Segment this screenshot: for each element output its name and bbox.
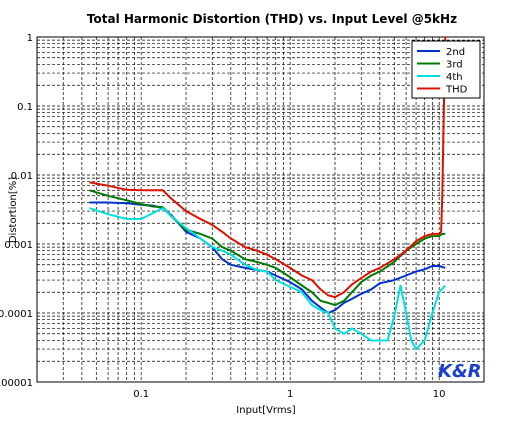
y-tick-label: 0.00001 bbox=[0, 378, 33, 389]
y-axis-tick-labels: 1 0.1 0.01 0.001 0.0001 0.00001 bbox=[0, 33, 33, 389]
series-line-thd bbox=[89, 36, 447, 299]
series-line-4th bbox=[89, 207, 447, 351]
legend-label-thd: THD bbox=[445, 85, 468, 96]
plot-area bbox=[36, 36, 485, 383]
watermark-logo: K&R bbox=[438, 361, 482, 382]
y-tick-label: 1 bbox=[27, 33, 33, 44]
legend-label-4th: 4th bbox=[446, 72, 463, 83]
y-tick-label: 0.01 bbox=[11, 171, 33, 182]
legend-label-3rd: 3rd bbox=[446, 60, 463, 71]
x-axis-label: Input[Vrms] bbox=[236, 405, 296, 416]
x-tick-label: 10 bbox=[433, 389, 446, 400]
x-tick-label: 1 bbox=[287, 389, 293, 400]
chart-title: Total Harmonic Distortion (THD) vs. Inpu… bbox=[87, 12, 457, 26]
legend-label-2nd: 2nd bbox=[446, 47, 465, 58]
x-axis-tick-labels: 0.1 1 10 bbox=[133, 389, 445, 400]
series-layer bbox=[89, 36, 447, 351]
y-tick-label: 0.001 bbox=[4, 240, 33, 251]
y-tick-label: 0.0001 bbox=[0, 309, 33, 320]
y-tick-label: 0.1 bbox=[17, 102, 33, 113]
x-tick-label: 0.1 bbox=[133, 389, 149, 400]
grid bbox=[37, 37, 484, 382]
y-axis-label: Distortion[%] bbox=[8, 177, 19, 243]
